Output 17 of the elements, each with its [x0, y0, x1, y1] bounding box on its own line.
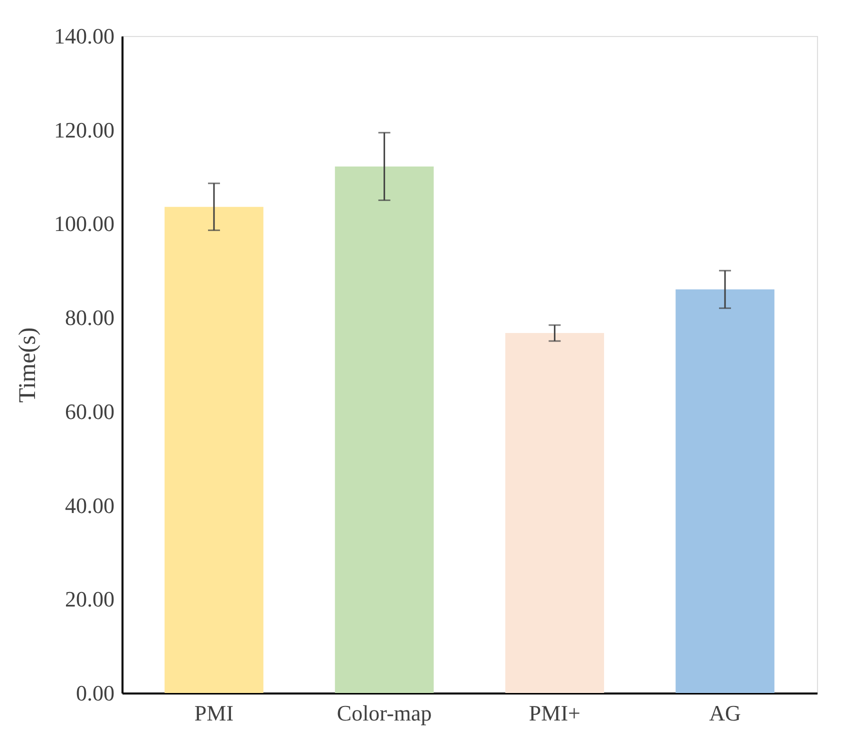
y-tick-label: 40.00 [65, 492, 114, 518]
x-tick-label: PMI+ [528, 700, 580, 726]
y-tick-label: 100.00 [54, 211, 114, 236]
y-tick-label: 60.00 [65, 398, 114, 424]
y-tick-label: 0.00 [76, 680, 114, 706]
y-tick-label: 80.00 [65, 305, 114, 330]
bar [334, 166, 434, 693]
y-tick-label: 120.00 [54, 117, 114, 142]
y-axis-title: Time(s) [15, 327, 41, 403]
bar [164, 206, 264, 693]
x-tick-label: Color-map [336, 700, 432, 726]
y-tick-label: 140.00 [54, 24, 114, 48]
bar [505, 333, 604, 693]
bar [676, 289, 774, 693]
x-tick-label: PMI [194, 700, 234, 726]
y-tick-label: 20.00 [65, 586, 114, 612]
x-tick-label: AG [709, 700, 742, 726]
